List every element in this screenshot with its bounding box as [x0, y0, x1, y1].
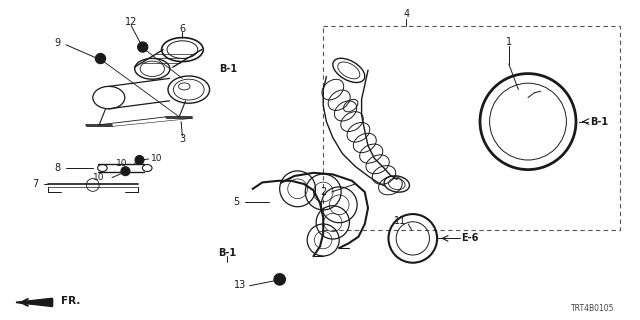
Text: 9: 9	[54, 38, 61, 48]
Text: B-1: B-1	[220, 64, 237, 74]
Text: 10: 10	[151, 154, 163, 163]
Text: FR.: FR.	[61, 296, 80, 307]
Text: 4: 4	[403, 9, 410, 20]
Circle shape	[274, 274, 285, 285]
Text: 5: 5	[234, 196, 240, 207]
Bar	[323, 26, 620, 230]
Text: 10: 10	[116, 159, 127, 168]
Text: 11: 11	[394, 216, 406, 226]
Text: 8: 8	[54, 163, 61, 173]
Text: 3: 3	[179, 134, 186, 144]
Text: 1: 1	[506, 36, 512, 47]
Text: 12: 12	[125, 17, 138, 27]
Text: E-6: E-6	[461, 233, 478, 244]
Circle shape	[138, 42, 148, 52]
Circle shape	[121, 167, 130, 176]
Text: TRT4B0105: TRT4B0105	[571, 304, 614, 313]
Text: 10: 10	[93, 173, 105, 182]
Circle shape	[135, 156, 144, 164]
Polygon shape	[16, 299, 52, 306]
Polygon shape	[16, 298, 52, 307]
Text: B-1: B-1	[218, 248, 236, 258]
Text: 6: 6	[179, 24, 186, 34]
Circle shape	[95, 53, 106, 64]
Text: B-1: B-1	[590, 116, 608, 127]
Text: 2: 2	[320, 187, 326, 197]
Text: 7: 7	[32, 179, 38, 189]
Text: 13: 13	[234, 280, 246, 290]
